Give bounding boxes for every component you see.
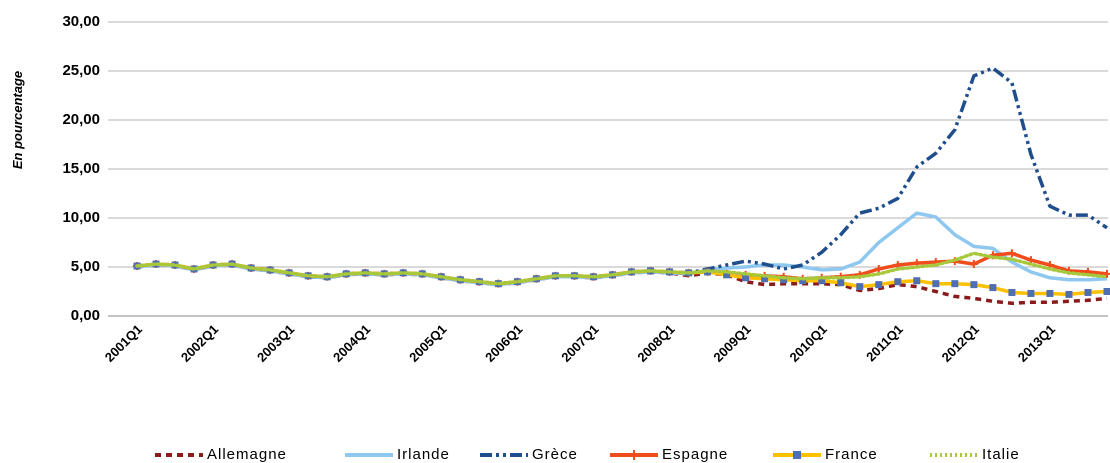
series-marker — [989, 284, 997, 292]
x-tick-label: 2011Q1 — [863, 322, 906, 365]
series-marker — [970, 281, 978, 289]
x-tick-label: 2013Q1 — [1015, 322, 1058, 365]
series-marker — [1046, 289, 1054, 297]
legend-item: Irlande — [345, 446, 450, 463]
legend-label: Irlande — [397, 446, 450, 463]
legend-item: Grèce — [480, 446, 578, 463]
legend-item: France — [773, 446, 878, 463]
series-marker — [1084, 288, 1092, 296]
series-marker — [761, 275, 769, 283]
series-marker — [799, 277, 807, 285]
series-marker — [874, 264, 883, 273]
legend-item: Allemagne — [155, 446, 287, 463]
x-tick-label: 2006Q1 — [482, 322, 525, 365]
y-tick-label: 10,00 — [62, 209, 100, 226]
series-marker — [932, 280, 940, 288]
y-tick-label: 5,00 — [71, 258, 100, 275]
x-tick-label: 2010Q1 — [787, 322, 830, 365]
y-tick-label: 0,00 — [71, 307, 100, 324]
y-tick-label: 15,00 — [62, 160, 100, 177]
series-line — [136, 262, 1108, 297]
y-tick-label: 25,00 — [62, 62, 100, 79]
x-tick-label: 2008Q1 — [634, 322, 677, 365]
series-marker — [875, 281, 883, 289]
x-tick-label: 2009Q1 — [710, 322, 753, 365]
series-marker — [951, 280, 959, 288]
series-marker — [818, 277, 826, 285]
series-marker — [1103, 288, 1110, 295]
series-marker — [742, 274, 750, 282]
series-marker — [913, 277, 921, 285]
x-tick-label: 2012Q1 — [939, 322, 982, 365]
series-marker — [1007, 249, 1016, 258]
series-marker — [894, 278, 902, 286]
x-tick-label: 2003Q1 — [254, 322, 297, 365]
x-tick-label: 2004Q1 — [330, 322, 373, 365]
legend-label: Grèce — [532, 446, 578, 463]
legend-item: Espagne — [610, 446, 728, 463]
series-line — [135, 251, 1109, 286]
y-tick-label: 20,00 — [62, 111, 100, 128]
series-marker — [969, 260, 978, 269]
y-tick-label: 30,00 — [62, 13, 100, 30]
x-tick-label: 2007Q1 — [558, 322, 601, 365]
series-marker — [837, 279, 845, 287]
series-marker — [723, 271, 731, 279]
series-marker — [1027, 289, 1035, 297]
legend-label: Italie — [982, 446, 1020, 463]
y-axis-label: En pourcentage — [10, 71, 25, 169]
series-marker — [1008, 288, 1016, 296]
series-line — [136, 66, 1108, 286]
series-marker — [780, 276, 788, 284]
legend-marker — [793, 451, 801, 459]
legend-marker — [629, 450, 639, 460]
legend-item: Italie — [930, 446, 1020, 463]
legend-label: Espagne — [662, 446, 728, 463]
legend-label: Allemagne — [207, 446, 287, 463]
legend-label: France — [825, 446, 878, 463]
series-marker — [1065, 290, 1073, 298]
x-tick-label: 2001Q1 — [102, 322, 145, 365]
series-marker — [856, 283, 864, 291]
x-tick-label: 2005Q1 — [406, 322, 449, 365]
x-tick-label: 2002Q1 — [178, 322, 221, 365]
